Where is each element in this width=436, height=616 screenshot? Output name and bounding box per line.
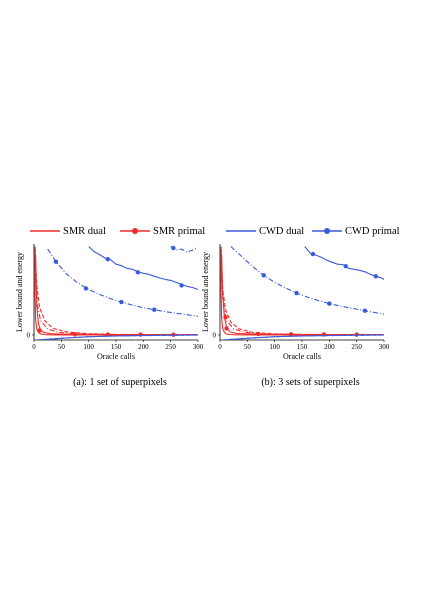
series-marker-cwd-primal-top-dash-dot-0 — [171, 245, 176, 251]
series-line-smr-dual — [220, 246, 384, 336]
x-axis-label: Oracle calls — [283, 352, 321, 361]
x-tick-label-150: 150 — [297, 343, 308, 351]
series-line-smr-dual-dashed — [34, 249, 198, 336]
x-tick-label-300: 300 — [193, 343, 204, 351]
series-marker-cwd-primal-dash-dot-0 — [53, 259, 59, 264]
legend-label-cwd-dual: CWD dual — [259, 225, 305, 237]
x-tick-label-200: 200 — [138, 343, 149, 351]
series-marker-cwd-primal-2 — [179, 283, 184, 288]
series-line-cwd-primal — [88, 246, 198, 291]
caption-b: (b): 3 sets of superpixels — [261, 377, 360, 388]
chart-panel-b: 0 50 100 150 200 250 300 0 Oracle calls Lower bou… — [194, 240, 394, 361]
chart-panel-a: 0 50 100 150 200 250 300 0 Oracle calls Lower bou… — [8, 240, 208, 361]
series-marker-cwd-primal-1 — [343, 264, 348, 269]
series-marker-smr-primal-0 — [37, 328, 42, 333]
legend-label-cwd-primal: CWD primal — [345, 225, 400, 237]
chart-a: 0 50 100 150 200 250 300 0 Oracle calls Lower bou… — [15, 244, 204, 361]
series-marker-cwd-primal-dash-dot-2 — [327, 301, 332, 306]
series-line-cwd-primal-dash-dot — [230, 246, 384, 315]
series-marker-cwd-primal-1 — [135, 270, 141, 275]
series-line-smr-dual-dash-dot — [34, 264, 198, 336]
series-marker-cwd-primal-0 — [310, 251, 316, 257]
series-line-cwd-dual-dashed — [36, 334, 198, 340]
legend-swatch-smr-dual — [30, 230, 60, 232]
chart-b: 0 50 100 150 200 250 300 0 Oracle calls Lower bou… — [201, 244, 390, 361]
caption-a: (a): 1 set of superpixels — [73, 377, 167, 388]
x-tick-label-200: 200 — [324, 343, 335, 351]
x-tick-label-100: 100 — [83, 343, 94, 351]
x-tick-label-100: 100 — [269, 343, 280, 351]
series-line-smr-dual — [34, 246, 198, 336]
x-axis-label: Oracle calls — [97, 352, 135, 361]
x-tick-label-150: 150 — [111, 343, 122, 351]
legend-swatch-smr-primal — [120, 228, 150, 234]
series-marker-cwd-primal-2 — [373, 274, 378, 279]
series-marker-cwd-primal-dash-dot-0 — [261, 273, 266, 278]
series-line-smr-dual-dash-dot — [220, 264, 384, 336]
y-axis-label: Lower bound and energy — [15, 252, 24, 332]
legend-item-cwd-dual: CWD dual — [226, 222, 304, 240]
legend-item-cwd-primal: CWD primal — [312, 222, 400, 240]
series-marker-smr-primal-3 — [288, 332, 294, 337]
legend-item-smr-primal: SMR primal — [120, 222, 205, 240]
x-tick-label-250: 250 — [165, 343, 176, 351]
legend: SMR dual SMR primal CWD dual CWD primal — [0, 222, 436, 240]
series-line-cwd-dual-dashed — [222, 334, 384, 340]
series-line-cwd-primal — [304, 246, 384, 280]
x-tick-label-250: 250 — [351, 343, 362, 351]
y-axis-label: Lower bound and energy — [201, 252, 210, 332]
series-marker-cwd-primal-0 — [105, 256, 111, 262]
x-tick-label-50: 50 — [244, 343, 252, 351]
plot-area — [34, 245, 198, 340]
series-marker-cwd-primal-dash-dot-3 — [362, 308, 368, 313]
series-marker-smr-primal-1 — [224, 326, 229, 331]
x-tick-label-300: 300 — [379, 343, 390, 351]
legend-label-smr-dual: SMR dual — [63, 225, 106, 237]
series-marker-cwd-primal-dash-dot-1 — [294, 290, 299, 296]
x-tick-label-0: 0 — [32, 343, 36, 351]
legend-label-smr-primal: SMR primal — [153, 225, 206, 237]
y-tick-label-0: 0 — [213, 331, 217, 339]
series-line-smr-dual-dashed — [220, 249, 384, 336]
series-marker-cwd-primal-dash-dot-1 — [83, 286, 89, 291]
series-marker-cwd-primal-dash-dot-2 — [119, 299, 124, 305]
legend-swatch-cwd-dual — [226, 230, 256, 232]
legend-swatch-cwd-primal — [312, 228, 342, 234]
x-tick-label-0: 0 — [218, 343, 222, 351]
x-tick-label-50: 50 — [58, 343, 65, 351]
plot-area — [220, 246, 384, 340]
series-line-smr-primal — [221, 254, 384, 336]
series-marker-cwd-primal-dash-dot-3 — [152, 307, 157, 312]
series-line-smr-primal — [35, 254, 198, 336]
y-tick-label-0: 0 — [27, 331, 31, 339]
legend-item-smr-dual: SMR dual — [30, 222, 106, 240]
